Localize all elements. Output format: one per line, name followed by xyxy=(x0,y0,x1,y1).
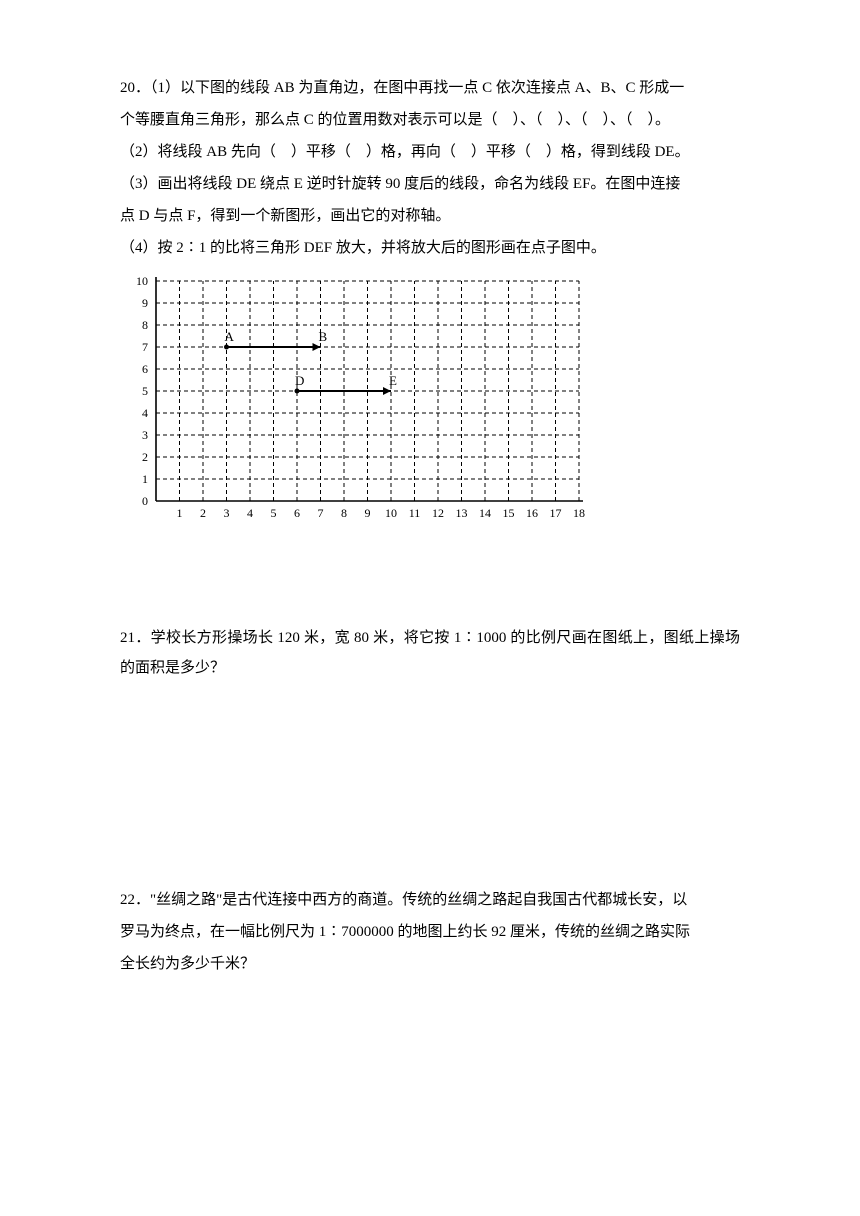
svg-text:14: 14 xyxy=(479,506,491,520)
svg-text:4: 4 xyxy=(247,506,253,520)
svg-text:7: 7 xyxy=(318,506,324,520)
q22-line3: 全长约为多少千米？ xyxy=(120,949,740,979)
q22-line1: 22．"丝绸之路"是古代连接中西方的商道。传统的丝绸之路起自我国古代都城长安，以 xyxy=(120,885,740,915)
svg-text:9: 9 xyxy=(142,296,148,310)
svg-text:5: 5 xyxy=(142,384,148,398)
svg-text:8: 8 xyxy=(341,506,347,520)
svg-text:17: 17 xyxy=(550,506,562,520)
q20-text-1a: （1）以下图的线段 AB 为直角边，在图中再找一点 C 依次连接点 A、B、C … xyxy=(150,80,684,96)
svg-text:7: 7 xyxy=(142,340,148,354)
svg-text:12: 12 xyxy=(432,506,444,520)
svg-text:2: 2 xyxy=(200,506,206,520)
q22-text-1: "丝绸之路"是古代连接中西方的商道。传统的丝绸之路起自我国古代都城长安，以 xyxy=(150,892,687,908)
svg-text:0: 0 xyxy=(142,494,148,508)
svg-text:13: 13 xyxy=(456,506,468,520)
svg-text:1: 1 xyxy=(142,472,148,486)
page: 20．（1）以下图的线段 AB 为直角边，在图中再找一点 C 依次连接点 A、B… xyxy=(0,0,860,1216)
svg-text:5: 5 xyxy=(271,506,277,520)
svg-text:1: 1 xyxy=(177,506,183,520)
q20-number: 20． xyxy=(120,80,150,96)
svg-text:15: 15 xyxy=(503,506,515,520)
svg-text:3: 3 xyxy=(224,506,230,520)
grid-svg: 012345678910123456789101112131415161718A… xyxy=(120,269,620,527)
svg-text:A: A xyxy=(225,329,235,344)
svg-text:18: 18 xyxy=(573,506,585,520)
q20-line1a: 20．（1）以下图的线段 AB 为直角边，在图中再找一点 C 依次连接点 A、B… xyxy=(120,73,740,103)
svg-text:4: 4 xyxy=(142,406,148,420)
grid-chart: 012345678910123456789101112131415161718A… xyxy=(120,269,740,527)
q21-number: 21． xyxy=(120,630,151,646)
q22-number: 22． xyxy=(120,892,150,908)
q20-line2: （2）将线段 AB 先向（ ）平移（ ）格，再向（ ）平移（ ）格，得到线段 D… xyxy=(120,137,740,167)
svg-text:E: E xyxy=(389,373,397,388)
q21: 21．学校长方形操场长 120 米，宽 80 米，将它按 1∶1000 的比例尺… xyxy=(120,623,740,683)
q20-line4: （4）按 2∶1 的比将三角形 DEF 放大，并将放大后的图形画在点子图中。 xyxy=(120,233,740,263)
q20-line1b: 个等腰直角三角形，那么点 C 的位置用数对表示可以是（ ）、（ ）、（ ）、（ … xyxy=(120,105,740,135)
q20-line3b: 点 D 与点 F，得到一个新图形，画出它的对称轴。 xyxy=(120,201,740,231)
svg-text:11: 11 xyxy=(409,506,421,520)
svg-text:10: 10 xyxy=(136,274,148,288)
svg-text:B: B xyxy=(319,329,328,344)
svg-text:6: 6 xyxy=(142,362,148,376)
q20-line3a: （3）画出将线段 DE 绕点 E 逆时针旋转 90 度后的线段，命名为线段 EF… xyxy=(120,169,740,199)
svg-text:10: 10 xyxy=(385,506,397,520)
svg-text:D: D xyxy=(295,373,304,388)
svg-text:3: 3 xyxy=(142,428,148,442)
q21-text: 学校长方形操场长 120 米，宽 80 米，将它按 1∶1000 的比例尺画在图… xyxy=(120,630,740,676)
svg-text:8: 8 xyxy=(142,318,148,332)
spacer-1 xyxy=(120,527,740,623)
spacer-2 xyxy=(120,685,740,885)
svg-text:9: 9 xyxy=(365,506,371,520)
svg-text:2: 2 xyxy=(142,450,148,464)
svg-text:16: 16 xyxy=(526,506,538,520)
svg-text:6: 6 xyxy=(294,506,300,520)
q22-line2: 罗马为终点，在一幅比例尺为 1∶7000000 的地图上约长 92 厘米，传统的… xyxy=(120,917,740,947)
